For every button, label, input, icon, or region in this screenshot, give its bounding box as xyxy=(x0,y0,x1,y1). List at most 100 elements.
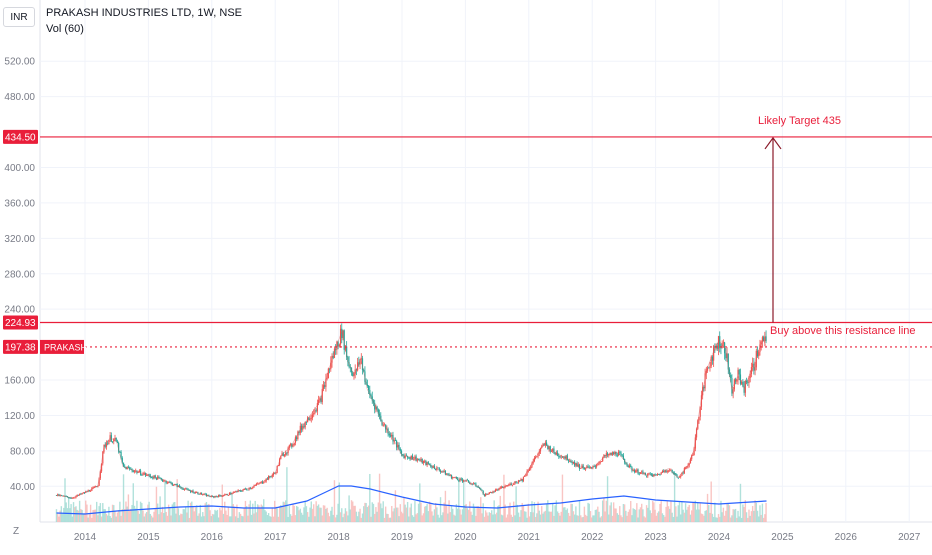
volume-indicator-label[interactable]: Vol (60) xyxy=(46,23,84,35)
volume-bar xyxy=(334,517,337,522)
volume-bar xyxy=(598,511,600,522)
candle-body xyxy=(682,472,684,474)
volume-bar xyxy=(291,515,293,522)
candle-body xyxy=(456,478,459,481)
candle-body xyxy=(396,440,398,448)
volume-bar xyxy=(567,512,570,522)
volume-bar xyxy=(258,505,260,522)
volume-bar xyxy=(145,512,148,522)
volume-bar xyxy=(692,502,694,522)
target-arrow-head xyxy=(764,136,782,150)
volume-bar xyxy=(371,502,373,522)
scale-toggle-button[interactable]: Z xyxy=(13,526,20,537)
candle-body xyxy=(645,475,648,477)
candle-body xyxy=(327,368,329,379)
candle-body xyxy=(591,466,593,468)
volume-bar xyxy=(477,506,480,522)
volume-bar xyxy=(188,517,191,522)
volume-bar xyxy=(712,516,715,522)
volume-bar xyxy=(619,506,621,522)
volume-bar xyxy=(166,515,169,522)
candle-body xyxy=(283,454,286,457)
volume-bar xyxy=(588,503,590,522)
candle-body xyxy=(75,496,77,498)
volume-bar xyxy=(253,513,255,522)
volume-bar xyxy=(603,497,605,522)
volume-bar xyxy=(128,510,131,522)
candle-body xyxy=(104,444,106,447)
candle-body xyxy=(383,424,386,426)
candle-body xyxy=(200,492,203,495)
volume-bar xyxy=(738,516,740,522)
candle-body xyxy=(320,398,322,402)
volume-bar xyxy=(116,512,119,522)
candle-body xyxy=(758,352,760,357)
candle-body xyxy=(60,495,62,496)
volume-bar xyxy=(76,509,78,522)
candle-body xyxy=(627,466,629,468)
candle-body xyxy=(542,444,544,447)
volume-bar xyxy=(765,502,767,522)
candle-body xyxy=(55,495,58,496)
candle-body xyxy=(747,382,749,384)
volume-bar xyxy=(551,503,554,522)
volume-bar xyxy=(233,506,236,522)
volume-bar xyxy=(206,504,209,522)
candle-body xyxy=(374,402,376,410)
candle-body xyxy=(70,497,72,499)
volume-bar xyxy=(110,517,113,522)
volume-bar xyxy=(399,504,401,522)
candle-body xyxy=(137,472,139,473)
candle-body xyxy=(731,377,733,394)
candle-body xyxy=(764,336,766,342)
candle-body xyxy=(172,485,175,486)
volume-bar xyxy=(441,515,443,522)
candle-body xyxy=(721,343,723,348)
volume-bar xyxy=(394,490,397,522)
volume-bar xyxy=(625,510,627,522)
volume-bar xyxy=(92,510,94,522)
volume-bar xyxy=(647,507,649,522)
volume-bar xyxy=(493,500,495,522)
candle-body xyxy=(248,488,250,490)
volume-bar xyxy=(750,511,753,522)
volume-bar xyxy=(497,506,499,522)
candle-body xyxy=(665,470,667,472)
volume-bar xyxy=(294,515,297,522)
volume-bar xyxy=(202,512,204,522)
candle-body xyxy=(98,478,100,486)
volume-bar xyxy=(284,500,287,522)
candle-body xyxy=(674,473,676,474)
volume-bar xyxy=(391,505,393,522)
volume-bar xyxy=(492,514,494,522)
volume-bar xyxy=(237,517,239,522)
currency-button[interactable]: INR xyxy=(3,7,35,27)
candle-body xyxy=(666,471,668,472)
candle-body xyxy=(585,468,587,470)
candle-body xyxy=(116,441,119,444)
candle-body xyxy=(530,466,532,469)
volume-bar xyxy=(584,514,587,522)
candle-body xyxy=(227,495,229,496)
candle-body xyxy=(597,464,599,466)
candle-body xyxy=(322,385,325,389)
volume-bar xyxy=(623,504,626,522)
volume-bar xyxy=(730,517,732,522)
volume-bar xyxy=(97,515,99,522)
volume-bar xyxy=(293,505,295,522)
volume-bar xyxy=(78,500,81,522)
volume-bar xyxy=(180,513,182,522)
volume-bar xyxy=(443,502,445,522)
price-tick-label: 280.00 xyxy=(4,269,35,280)
volume-bar xyxy=(61,513,64,522)
candle-body xyxy=(630,465,632,468)
candle-body xyxy=(611,452,614,455)
last-price-tag: 197.38 xyxy=(5,342,36,353)
volume-bar xyxy=(612,502,615,522)
volume-bar xyxy=(675,506,677,522)
volume-bar xyxy=(575,506,577,522)
volume-bar xyxy=(577,515,580,522)
volume-bar xyxy=(742,504,744,522)
